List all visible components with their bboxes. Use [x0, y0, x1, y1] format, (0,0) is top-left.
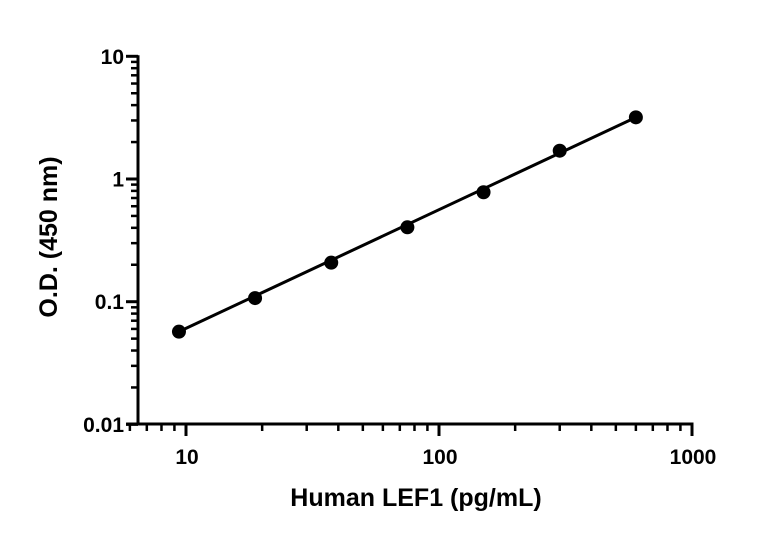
x-axis: 10 100 1000 — [126, 422, 717, 469]
x-axis-title: Human LEF1 (pg/mL) — [290, 484, 541, 512]
y-axis: 0.01 0.1 1 10 — [83, 46, 140, 437]
y-tick-label: 0.1 — [95, 291, 125, 314]
x-tick-label: 100 — [422, 446, 457, 469]
data-point — [324, 255, 339, 270]
data-point — [400, 220, 415, 235]
data-point — [171, 324, 186, 339]
data-point — [476, 185, 491, 200]
data-point — [248, 291, 263, 306]
data-point — [628, 110, 643, 125]
x-tick-label: 10 — [175, 446, 198, 469]
data-point — [552, 143, 567, 158]
y-tick-label: 10 — [101, 46, 124, 69]
plot-series — [171, 110, 643, 339]
y-tick-label: 0.01 — [83, 414, 124, 437]
y-tick-label: 1 — [112, 169, 124, 192]
x-tick-label: 1000 — [670, 446, 717, 469]
y-axis-title: O.D. (450 nm) — [35, 156, 63, 317]
